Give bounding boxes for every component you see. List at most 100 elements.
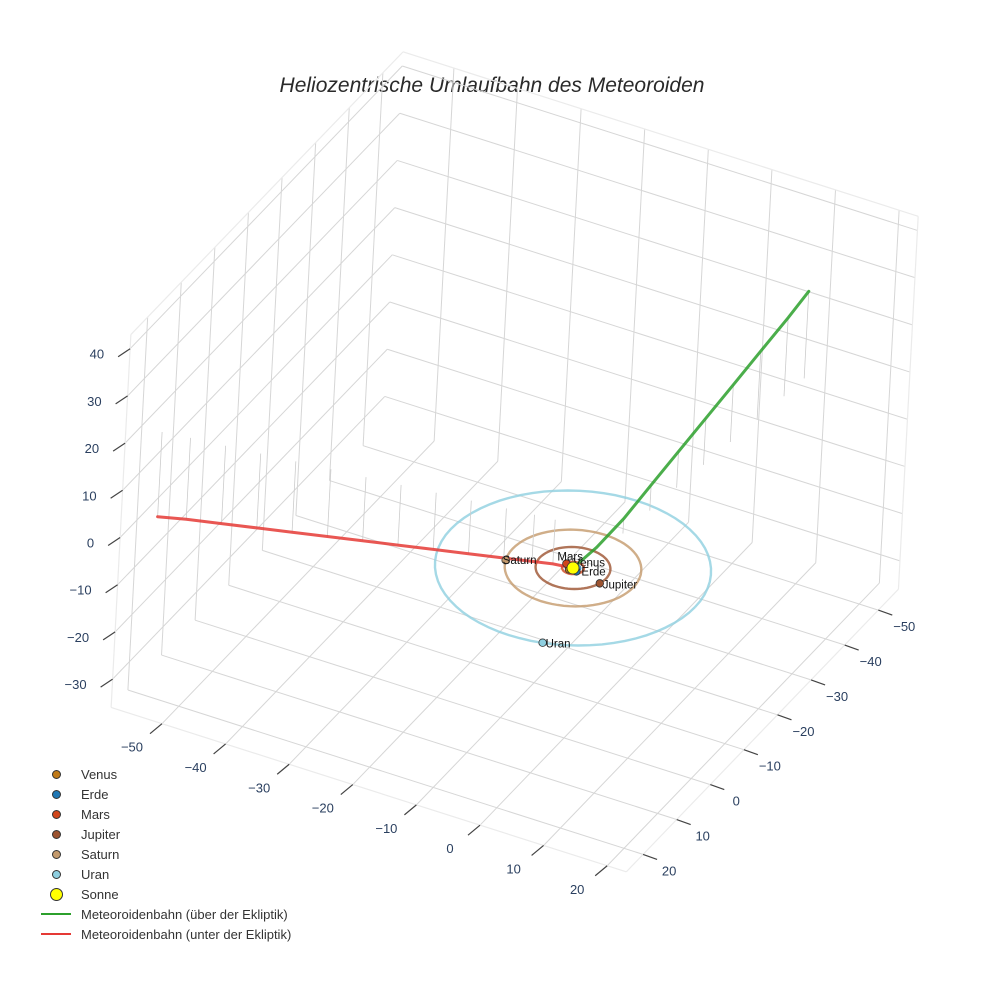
legend-label: Mars [81,806,110,822]
legend-label: Sonne [81,886,119,902]
y-tick-label: −50 [893,619,915,634]
legend-item[interactable]: Uran [36,864,291,884]
legend-item[interactable]: Jupiter [36,824,291,844]
legend-item[interactable]: Meteoroidenbahn (unter der Ekliptik) [36,924,291,944]
trajectory-above-ecliptic[interactable] [571,289,811,570]
grid-line [624,128,646,502]
x-tick [594,865,608,877]
grid-line [228,212,249,586]
grid-line [161,282,182,656]
grid-line [416,521,689,806]
y-tick-label: 10 [695,829,709,844]
legend-marker-icon [36,804,76,824]
grid-line [288,481,562,765]
planet-sonne[interactable] [566,561,580,575]
planet-saturn[interactable] [501,556,510,565]
x-tick [467,824,481,836]
orbit-saturn [503,528,643,608]
grid-line [387,348,903,515]
grid-line [124,160,398,444]
x-tick-label: −30 [248,780,270,795]
planet-uran[interactable] [538,638,547,647]
x-tick-label: −50 [121,740,143,755]
z-tick-label: 0 [87,536,94,551]
grid-line [261,177,283,551]
x-tick [340,784,354,796]
grid-line [228,584,745,751]
z-tick [102,631,116,641]
z-tick-label: 40 [90,347,104,362]
drop-line [622,518,625,534]
box-edge [130,51,404,335]
grid-line [295,142,317,516]
grid-line [815,189,837,563]
drop-line [326,469,332,537]
x-tick [213,743,226,755]
grid-line [384,395,901,562]
grid-line [114,348,388,633]
grid-line [194,619,711,786]
drop-line [256,453,262,528]
x-tick-label: −10 [375,821,397,836]
y-tick-label: 20 [662,863,676,878]
meteoroid-trajectories[interactable] [156,289,811,570]
legend-item[interactable]: Saturn [36,844,291,864]
z-tick [105,584,118,594]
trajectory-drop-lines [157,291,810,564]
legend-item[interactable]: Erde [36,784,291,804]
legend-label: Saturn [81,846,120,862]
y-tick [710,784,725,791]
grid-line [329,107,350,481]
z-tick [117,348,131,358]
z-tick [112,442,126,452]
chart-title: Heliozentrische Umlaufbahn des Meteoroid… [279,74,705,97]
orbit-jupiter [534,545,612,591]
legend-item[interactable]: Venus [36,764,291,784]
grid-line [392,254,908,420]
z-tick-label: 30 [87,394,101,409]
box-edge [625,588,899,873]
grid-line [397,159,913,326]
grid-line [560,108,582,482]
drop-line [676,451,679,488]
z-tick-label: 10 [82,488,96,503]
x-tick [404,804,417,816]
drop-line [803,291,810,379]
box-edge [110,334,132,708]
planet-label-mars: Mars [557,552,583,564]
drop-line [729,384,734,443]
drop-line [649,485,652,511]
drop-line [362,477,367,541]
planet-label-jupiter: Jupiter [603,579,638,591]
drop-line [221,445,227,524]
grid-line [402,65,918,231]
drop-line [157,431,163,517]
grid-line [362,445,879,611]
drop-line [291,461,297,533]
grid-line [117,301,391,586]
axis-grid-walls [110,51,919,873]
legend-item[interactable]: Mars [36,804,291,824]
y-tick [676,818,691,826]
legend-label: Meteoroidenbahn (über der Ekliptik) [81,906,288,922]
planet-label-saturn: Saturn [503,555,537,567]
grid-line [751,169,773,543]
y-tick-label: −40 [860,654,882,669]
planet-jupiter[interactable] [595,579,604,588]
grid-line [389,301,906,467]
legend-label: Uran [81,866,110,882]
drop-line [185,437,191,520]
legend-marker-icon [36,884,76,904]
planet-label-erde: Erde [581,566,605,578]
box-edge [402,51,919,217]
legend-item[interactable]: Meteoroidenbahn (über der Ekliptik) [36,904,291,924]
drop-line [468,500,472,554]
x-tick-label: 0 [446,841,453,856]
z-tick-label: −30 [65,677,87,692]
drop-line [432,492,437,550]
legend-item[interactable]: Sonne [36,884,291,904]
trajectory-below-ecliptic[interactable] [156,515,575,570]
z-tick [107,537,121,547]
